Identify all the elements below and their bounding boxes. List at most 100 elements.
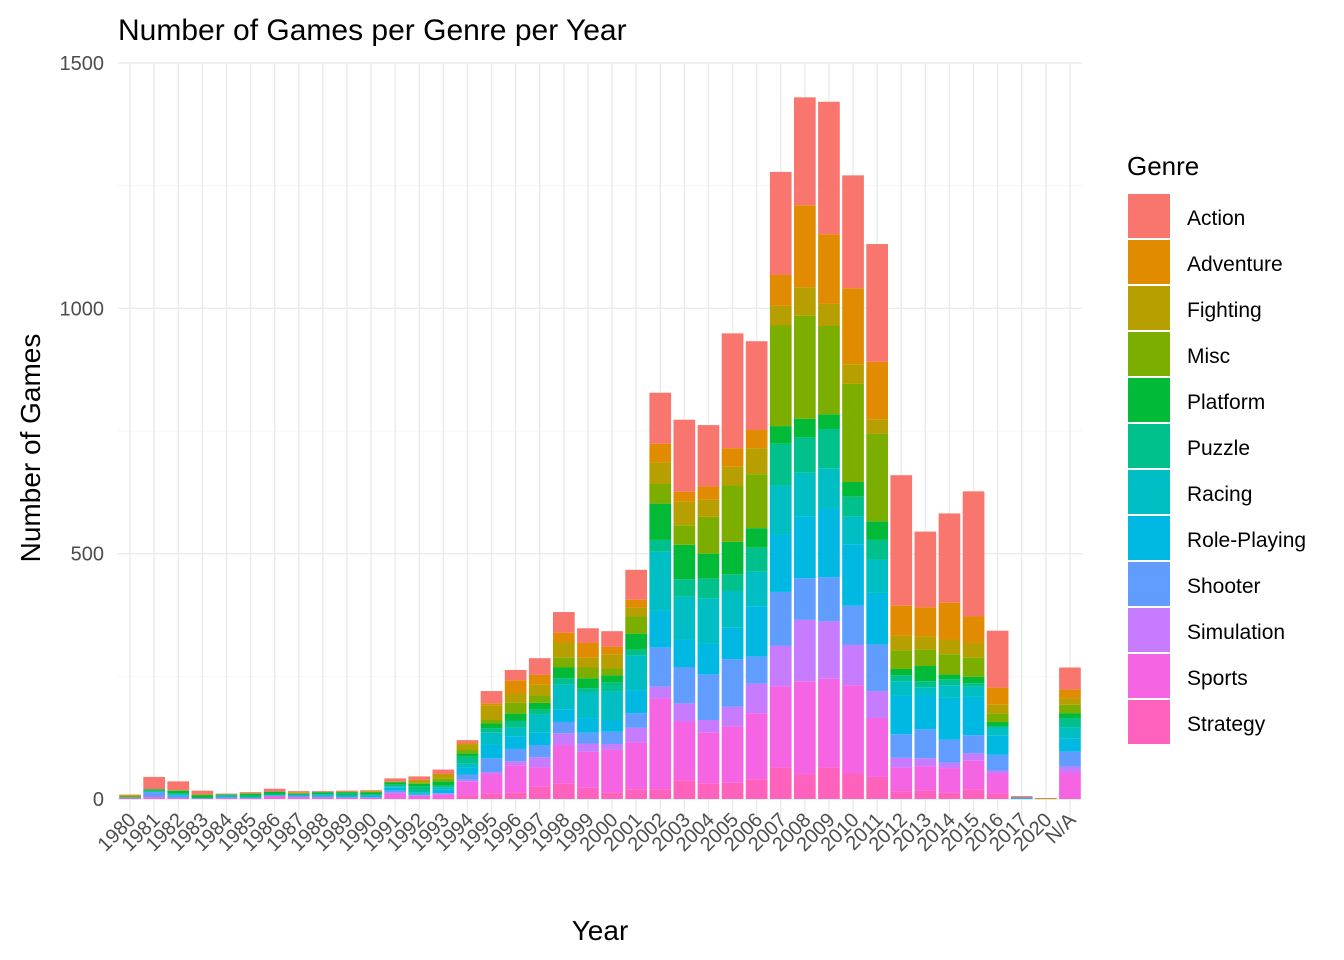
bar-segment-shooter-2013 — [914, 729, 937, 759]
bar-segment-racing-1999 — [577, 692, 599, 719]
bar-segment-platform-1986 — [263, 791, 286, 795]
bar-segment-action-1989 — [336, 790, 358, 792]
bar-segment-platform-1991 — [384, 782, 406, 785]
bar-segment-puzzle-1985 — [239, 795, 262, 798]
bar-segment-simulation-1995 — [480, 772, 503, 775]
bar-segment-platform-2007 — [769, 426, 792, 444]
bar-segment-fighting-2011 — [866, 419, 888, 434]
bar-segment-role-playing-2007 — [769, 534, 792, 592]
bar-segment-puzzle-1991 — [384, 784, 406, 787]
bar-segment-racing-2000 — [601, 691, 623, 721]
y-axis-title: Number of Games — [15, 334, 46, 563]
bar-segment-racing-2010 — [842, 516, 864, 545]
bar-segment-strategy-2016 — [986, 793, 1009, 799]
bar-segment-strategy-2014 — [938, 792, 961, 799]
bar-segment-action-2000 — [601, 631, 623, 647]
bar-segment-fighting-2008 — [794, 287, 816, 316]
bar-segment-simulation-1991 — [384, 792, 406, 794]
bar-segment-fighting-1992 — [408, 780, 431, 783]
bar-segment-sports-1981 — [143, 797, 165, 799]
bar-segment-racing-2003 — [673, 596, 696, 640]
bar-segment-strategy-2003 — [673, 780, 696, 799]
bar-segment-racing-2015 — [962, 686, 985, 697]
bar-segment-platform-2012 — [890, 668, 913, 676]
bar-segment-shooter-2003 — [673, 667, 696, 704]
chart-title: Number of Games per Genre per Year — [118, 14, 627, 47]
bar-segment-shooter-1982 — [167, 795, 190, 799]
bar-segment-misc-2016 — [986, 713, 1009, 722]
legend-label-platform: Platform — [1187, 391, 1265, 414]
y-axis-ticks: 0 500 1000 1500 — [60, 53, 105, 811]
bar-segment-simulation-2012 — [890, 757, 913, 768]
legend-swatch-racing — [1128, 470, 1170, 514]
bar-segment-action-1982 — [167, 781, 190, 791]
bar-segment-puzzle-1983 — [191, 797, 214, 799]
bar-segment-puzzle-2002 — [649, 539, 672, 552]
bar-segment-racing-1998 — [553, 684, 575, 710]
bar-segment-role-playing-2009 — [818, 508, 840, 578]
bar-segment-action-2002 — [649, 392, 672, 444]
bar-segment-action-1988 — [312, 791, 334, 793]
bar-segment-action-1999 — [577, 628, 599, 643]
bar-segment-shooter-1989 — [336, 797, 358, 798]
legend-label-fighting: Fighting — [1187, 299, 1262, 322]
bar-segment-sports-1998 — [553, 745, 575, 784]
bar-segment-racing-1984 — [215, 795, 238, 798]
bar-segment-action-2011 — [866, 244, 888, 362]
bar-segment-shooter-2010 — [842, 605, 864, 645]
bar-segment-shooter-1980 — [119, 797, 141, 799]
bar-segment-racing-1997 — [528, 714, 551, 733]
bar-segment-platform-1997 — [528, 702, 551, 710]
bar-segment-strategy-1995 — [480, 793, 503, 799]
bar-segment-simulation-1992 — [408, 795, 431, 796]
bar-segment-strategy-2011 — [866, 776, 888, 799]
bar-segment-adventure-2015 — [962, 616, 985, 643]
bar-segment-puzzle-1995 — [480, 728, 503, 733]
bar-segment-simulation-2005 — [721, 706, 744, 727]
bar-segment-misc-1997 — [528, 695, 551, 703]
bar-segment-puzzle-2001 — [625, 649, 647, 656]
bar-segment-misc-1994 — [456, 749, 479, 754]
bar-segment-shooter-1984 — [215, 797, 238, 799]
bar-segment-puzzle-2004 — [697, 578, 720, 599]
bar-segment-shooter-1998 — [553, 721, 575, 734]
bar-segment-simulation-na — [1059, 766, 1081, 773]
bar-segment-shooter-1987 — [287, 796, 310, 798]
bar-segment-adventure-2002 — [649, 443, 672, 463]
bar-segment-misc-2012 — [890, 650, 913, 669]
bar-segment-simulation-2003 — [673, 703, 696, 722]
bar-segment-racing-1996 — [504, 727, 527, 737]
bar-segment-platform-2008 — [794, 418, 816, 438]
bar-segment-fighting-1995 — [480, 705, 503, 721]
bar-segment-misc-2015 — [962, 657, 985, 677]
bar-segment-racing-1994 — [456, 763, 479, 768]
bar-segment-simulation-2011 — [866, 691, 888, 719]
bar-segment-platform-1987 — [287, 793, 310, 795]
bar-segment-role-playing-1992 — [408, 793, 431, 795]
bar-segment-sports-1999 — [577, 751, 599, 788]
bar-segment-sports-1996 — [504, 765, 527, 793]
bar-segment-platform-2016 — [986, 721, 1009, 727]
bar-segment-fighting-2013 — [914, 636, 937, 650]
bar-segment-adventure-2016 — [986, 687, 1009, 705]
bar-segment-racing-2006 — [745, 571, 768, 607]
bar-segment-adventure-2011 — [866, 361, 888, 420]
bar-segment-sports-1989 — [336, 797, 358, 799]
bar-segment-shooter-1999 — [577, 732, 599, 744]
bar-segment-shooter-2005 — [721, 659, 744, 707]
legend-swatch-puzzle — [1128, 424, 1170, 468]
bar-segment-simulation-2015 — [962, 753, 985, 761]
bar-segment-shooter-2004 — [697, 674, 720, 721]
bar-segment-action-2005 — [721, 333, 744, 449]
bar-segment-fighting-1990 — [360, 791, 382, 792]
bar-segment-puzzle-1988 — [312, 794, 334, 795]
bar-segment-adventure-1983 — [191, 794, 214, 795]
bar-segment-fighting-1980 — [119, 795, 141, 796]
bar-segment-misc-2013 — [914, 649, 937, 667]
bar-segment-shooter-1983 — [191, 798, 214, 799]
bar-segment-shooter-2007 — [769, 591, 792, 646]
y-tick-label: 1500 — [60, 53, 105, 75]
bar-segment-platform-2010 — [842, 482, 864, 497]
bar-segment-fighting-1985 — [239, 793, 262, 794]
x-axis-title: Year — [572, 915, 629, 946]
